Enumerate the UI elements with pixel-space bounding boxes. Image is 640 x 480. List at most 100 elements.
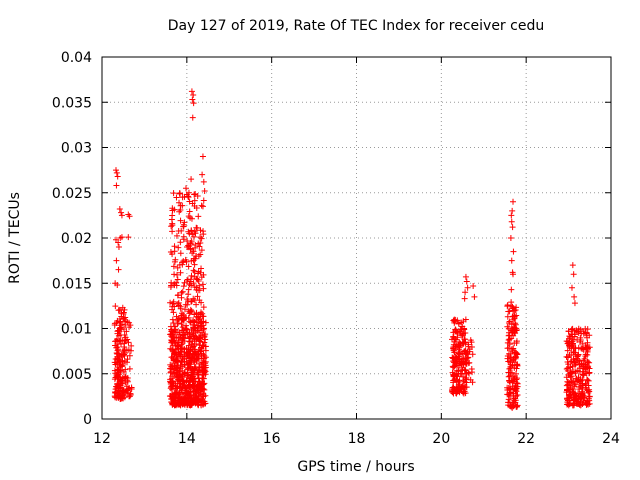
data-point — [509, 330, 516, 337]
data-point — [172, 357, 179, 364]
data-point — [508, 212, 515, 219]
data-point — [167, 331, 174, 338]
x-tick-label: 18 — [348, 431, 366, 447]
data-point — [171, 258, 178, 265]
data-point — [451, 349, 458, 356]
data-point — [186, 198, 193, 205]
data-point — [450, 355, 457, 362]
data-point — [123, 328, 130, 335]
data-point — [195, 240, 202, 247]
y-tick-label: 0.025 — [52, 186, 92, 202]
data-point — [507, 361, 514, 368]
data-point — [118, 209, 125, 216]
y-tick-label: 0.04 — [61, 50, 92, 66]
data-point — [169, 316, 176, 323]
data-point — [179, 336, 186, 343]
data-point — [586, 393, 593, 400]
data-point — [184, 374, 191, 381]
data-point — [178, 341, 185, 348]
data-point — [115, 307, 122, 314]
data-point — [509, 347, 516, 354]
data-point — [189, 379, 196, 386]
data-point — [198, 265, 205, 272]
data-point — [186, 208, 193, 215]
data-point — [462, 273, 469, 280]
data-point — [504, 339, 511, 346]
data-point — [452, 359, 459, 366]
data-point — [200, 285, 207, 292]
data-point — [175, 228, 182, 235]
data-point — [188, 176, 195, 183]
data-point — [111, 320, 118, 327]
data-point — [568, 373, 575, 380]
data-point — [453, 328, 460, 335]
data-point — [202, 319, 209, 326]
data-point — [578, 360, 585, 367]
data-point — [190, 233, 197, 240]
data-point — [185, 286, 192, 293]
data-point — [505, 332, 512, 339]
data-point — [185, 394, 192, 401]
data-point — [191, 398, 198, 405]
data-point — [462, 289, 469, 296]
data-point — [199, 171, 206, 178]
data-point — [196, 287, 203, 294]
data-point — [175, 244, 182, 251]
data-point — [171, 243, 178, 250]
data-point — [506, 377, 513, 384]
data-point — [200, 197, 207, 204]
data-point — [173, 194, 180, 201]
data-point — [584, 401, 591, 408]
data-point — [196, 243, 203, 250]
data-point — [113, 169, 120, 176]
data-point — [571, 300, 578, 307]
data-point — [125, 234, 132, 241]
data-point — [565, 328, 572, 335]
data-point — [178, 310, 185, 317]
data-point — [568, 331, 575, 338]
data-point — [564, 397, 571, 404]
data-point — [565, 353, 572, 360]
data-point — [183, 377, 190, 384]
data-point — [187, 361, 194, 368]
data-point — [564, 347, 571, 354]
data-point — [449, 354, 456, 361]
data-point — [566, 386, 573, 393]
data-point — [174, 372, 181, 379]
data-point — [512, 320, 519, 327]
data-point — [176, 261, 183, 268]
data-point — [170, 298, 177, 305]
data-point — [170, 309, 177, 316]
data-point — [514, 391, 521, 398]
data-point — [201, 339, 208, 346]
data-point — [128, 342, 135, 349]
data-point — [174, 316, 181, 323]
data-point — [189, 354, 196, 361]
data-point — [195, 213, 202, 220]
data-point — [117, 332, 124, 339]
data-point — [506, 318, 513, 325]
data-point — [171, 248, 178, 255]
data-point — [182, 331, 189, 338]
data-point — [118, 212, 125, 219]
data-point — [201, 332, 208, 339]
data-point — [510, 316, 517, 323]
data-point — [469, 351, 476, 358]
data-point — [118, 377, 125, 384]
data-point — [514, 351, 521, 358]
data-point — [188, 257, 195, 264]
data-point — [586, 386, 593, 393]
data-point — [200, 178, 207, 185]
data-point — [452, 316, 459, 323]
data-point — [173, 334, 180, 341]
data-point — [190, 92, 197, 99]
data-point — [506, 386, 513, 393]
data-point — [456, 389, 463, 396]
data-point — [116, 358, 123, 365]
data-point — [122, 334, 129, 341]
data-point — [169, 303, 176, 310]
data-point — [171, 271, 178, 278]
data-point — [200, 326, 207, 333]
chart-title: Day 127 of 2019, Rate Of TEC Index for r… — [168, 18, 544, 34]
data-point — [505, 396, 512, 403]
